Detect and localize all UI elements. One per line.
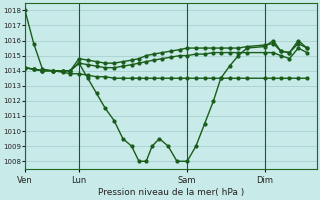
X-axis label: Pression niveau de la mer( hPa ): Pression niveau de la mer( hPa )	[98, 188, 244, 197]
